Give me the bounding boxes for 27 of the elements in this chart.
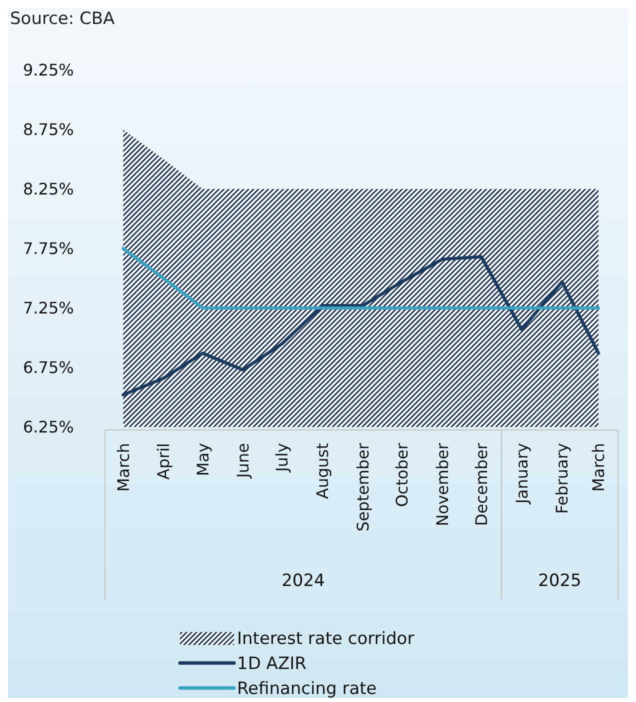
x-tick-label: July	[272, 443, 292, 473]
legend-label: 1D AZIR	[237, 654, 307, 674]
y-tick-label: 7.25%	[23, 298, 74, 318]
x-tick-label: June	[234, 443, 253, 479]
source-note: Source: CBA	[10, 9, 116, 29]
y-tick-label: 8.75%	[23, 120, 74, 140]
y-tick-label: 9.25%	[23, 60, 74, 80]
legend-label: Interest rate corridor	[237, 628, 414, 649]
x-tick-label: November	[432, 442, 452, 526]
legend-label: Refinancing rate	[237, 678, 377, 699]
line-series	[122, 255, 600, 396]
x-tick-label: May	[193, 443, 212, 476]
text: 2025	[538, 571, 582, 591]
text: 2024	[282, 571, 325, 591]
x-tick-label: December	[472, 442, 491, 526]
y-tick-label: 6.25%	[23, 418, 74, 437]
x-tick-label: October	[392, 442, 412, 508]
x-tick-label: March	[589, 443, 608, 492]
x-tick-label: August	[313, 443, 332, 499]
x-tick-label: September	[353, 442, 372, 532]
x-tick-label: March	[114, 443, 133, 492]
y-tick-label: 8.25%	[23, 180, 74, 199]
x-tick-label: April	[154, 443, 174, 480]
y-tick-label: 7.75%	[23, 239, 74, 258]
x-tick-label: February	[552, 443, 572, 514]
y-tick-label: 6.75%	[23, 358, 74, 378]
x-tick-label: January	[512, 443, 532, 505]
